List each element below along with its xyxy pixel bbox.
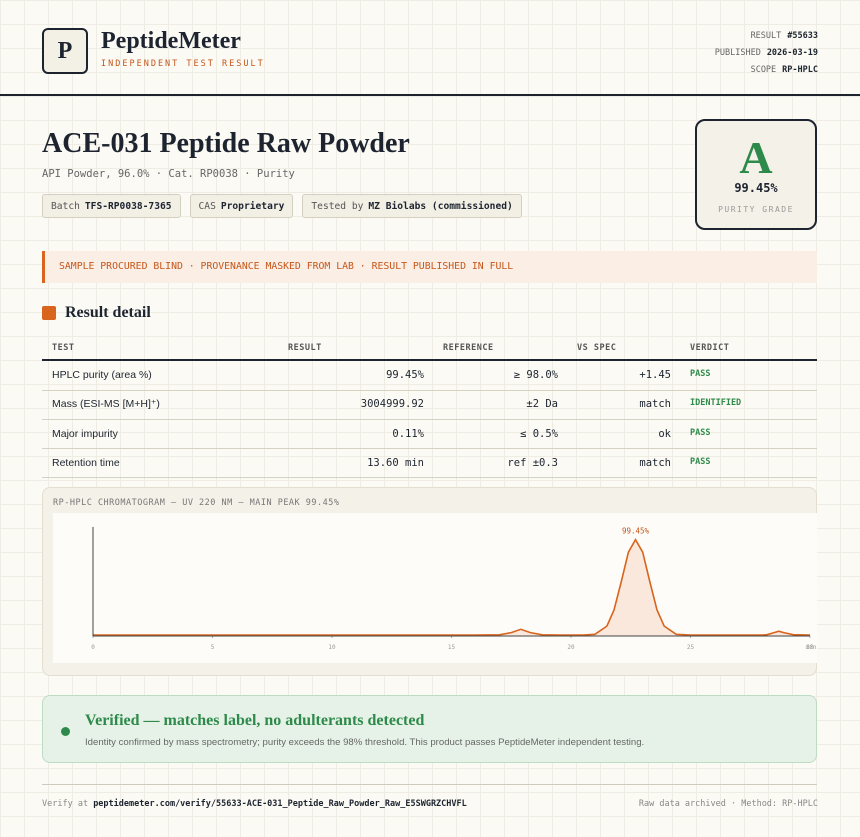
x-tick-label: 5 (211, 644, 215, 651)
section-title: Result detail (65, 304, 151, 321)
cell: IDENTIFIED (690, 398, 742, 409)
grade-value: 99.45% (734, 181, 778, 195)
grade-box: A 99.45% PURITY GRADE (695, 119, 817, 230)
cell: +1.45 (639, 369, 671, 381)
cell: ≥ 98.0% (513, 369, 558, 381)
column-header: RESULT (288, 343, 322, 353)
x-tick-label: 25 (687, 644, 695, 651)
trace (93, 537, 811, 636)
cell: Retention time (52, 456, 120, 469)
footer-left: Verify at peptidemeter.com/verify/55633-… (42, 799, 467, 809)
tag-value: MZ Biolabs (commissioned) (368, 200, 513, 212)
x-tick-label: 30 (806, 644, 814, 651)
product-subtitle: API Powder, 96.0% · Cat. RP0038 · Purity (42, 168, 295, 180)
cell: 13.60 min (367, 456, 424, 469)
tagline: INDEPENDENT TEST RESULT (101, 59, 265, 69)
chart-title: RP-HPLC CHROMATOGRAM — UV 220 NM — MAIN … (53, 498, 340, 508)
verified-text: Identity confirmed by mass spectrometry;… (85, 737, 645, 748)
header-rule (42, 359, 817, 361)
meta-label: SCOPE (750, 65, 777, 75)
tags: Batch TFS-RP0038-7365 CAS Proprietary Tested… (42, 194, 531, 218)
grade-letter: A (739, 132, 773, 183)
footer-right: Raw data archived · Method: RP-HPLC (638, 799, 818, 809)
cell: match (639, 456, 671, 469)
meta-row: PUBLISHED 2026-03-19 (715, 45, 818, 62)
tag: Tested by MZ Biolabs (commissioned) (302, 194, 522, 218)
x-tick-label: 0 (91, 644, 95, 651)
meta-row: RESULT #55633 (715, 28, 818, 45)
cell: PASS (690, 427, 711, 438)
cell: match (639, 398, 671, 411)
cell: Major impurity (52, 427, 118, 440)
meta-value: RP-HPLC (782, 65, 818, 75)
brand: PeptideMeter (101, 28, 241, 54)
column-header: VS SPEC (577, 343, 617, 353)
cell: PASS (690, 456, 711, 467)
column-header: TEST (52, 343, 75, 353)
cell: 99.45% (386, 369, 424, 381)
tag-label: Tested by (311, 200, 364, 212)
meta-row: SCOPE RP-HPLC (715, 62, 818, 79)
cell: PASS (690, 369, 711, 379)
grade-label: PURITY GRADE (718, 205, 794, 214)
meta-value: #55633 (787, 31, 818, 41)
cell: ref ±0.3 (507, 456, 558, 469)
meta-value: 2026-03-19 (766, 48, 818, 58)
row-rule (42, 389, 817, 391)
row-rule (42, 448, 817, 450)
tag-value: Proprietary (220, 200, 285, 212)
footer-rule (42, 784, 817, 785)
cell: HPLC purity (area %) (52, 369, 152, 381)
plot-bg (53, 513, 817, 663)
logo: P (42, 28, 88, 74)
tag-value: TFS-RP0038-7365 (84, 200, 172, 212)
column-header: REFERENCE (443, 343, 494, 353)
notice: SAMPLE PROCURED BLIND · PROVENANCE MASKE… (42, 251, 817, 283)
meta: RESULT #55633 PUBLISHED 2026-03-19 SCOPE RP-H… (715, 28, 818, 79)
x-tick-label: 10 (328, 644, 336, 651)
verified-box: Verified — matches label, no adulterants… (42, 695, 817, 763)
section-marker (42, 306, 56, 320)
result-table: TEST RESULT REFERENCE VS SPEC VERDICT HPLC pu… (42, 340, 817, 480)
cell: Mass (ESI-MS [M+H]⁺) (52, 398, 160, 411)
cell: ok (658, 427, 671, 440)
verify-url[interactable]: peptidemeter.com/verify/55633-ACE-031_Pe… (93, 799, 467, 809)
meta-label: PUBLISHED (714, 48, 761, 58)
tag-label: Batch (51, 200, 80, 212)
tag-label: CAS (198, 200, 216, 212)
product-title: ACE-031 Peptide Raw Powder (42, 128, 410, 159)
x-tick-label: 15 (448, 644, 456, 651)
peak-annotation: 99.45% (622, 527, 650, 536)
row-rule (42, 477, 817, 479)
cell: 3004999.92 (360, 398, 424, 411)
x-axis-label: min (806, 644, 817, 651)
peak-area (93, 539, 810, 636)
x-tick-label: 20 (567, 644, 575, 651)
column-header: VERDICT (690, 343, 730, 353)
verified-title: Verified — matches label, no adulterants… (85, 712, 425, 729)
cell: ≤ 0.5% (520, 427, 558, 440)
cell: 0.11% (392, 427, 424, 440)
verified-dot (61, 727, 70, 736)
header-rule (0, 94, 860, 96)
tag: Batch TFS-RP0038-7365 (42, 194, 181, 218)
tag: CAS Proprietary (189, 194, 294, 218)
meta-label: RESULT (750, 31, 782, 41)
row-rule (42, 418, 817, 420)
cell: ±2 Da (526, 398, 558, 411)
verify-label: Verify at (42, 799, 89, 809)
